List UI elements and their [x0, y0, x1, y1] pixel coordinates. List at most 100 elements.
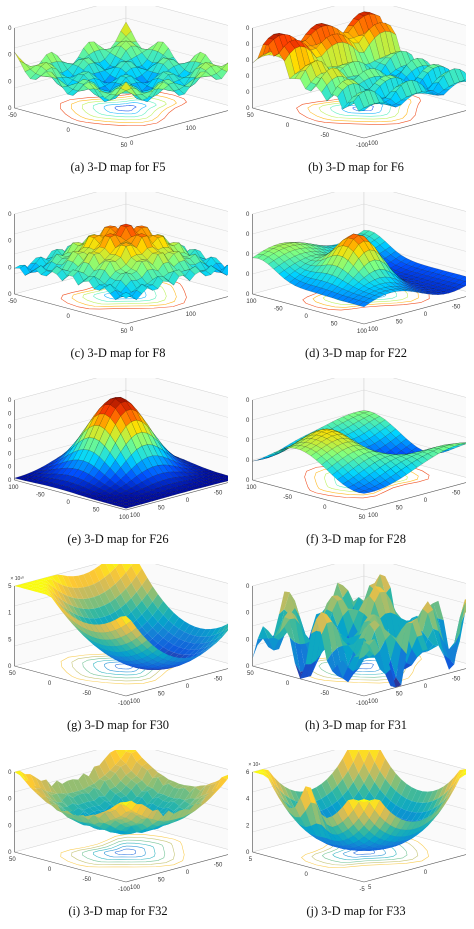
surface-facet: [348, 638, 359, 652]
surface-facet: [443, 783, 455, 801]
surface-facet: [168, 625, 180, 636]
surface-facet: [422, 813, 434, 826]
surface-facet: [157, 614, 169, 628]
contour-line: [114, 104, 137, 112]
grid-line: [14, 203, 228, 235]
surface-facet: [141, 577, 153, 594]
surface-facet: [72, 616, 84, 628]
surface-facet: [105, 564, 116, 573]
surface-facet: [348, 782, 359, 799]
surface-facet: [211, 637, 222, 647]
surface-facet: [41, 797, 52, 806]
y-axis-line: [125, 854, 228, 883]
surface-facet: [88, 630, 100, 640]
surface-facet: [83, 632, 95, 642]
x-axis-line: [252, 107, 365, 139]
surface-facet: [126, 631, 137, 642]
surface-facet: [110, 639, 121, 647]
surface-facet: [195, 796, 206, 805]
surface-facet: [126, 779, 137, 790]
surface-facet: [379, 847, 391, 850]
surface-facet: [374, 586, 386, 593]
surface-facet: [67, 803, 79, 812]
surface-facet: [411, 825, 423, 835]
surface-facet: [316, 836, 327, 844]
surface-facet: [395, 819, 407, 830]
surface-facet: [126, 582, 137, 599]
contour-floor: [60, 91, 187, 126]
y-tick-label: 50: [396, 692, 403, 698]
surface-facet: [56, 596, 68, 610]
y-tick-label: 0: [424, 312, 428, 318]
surface-facet: [179, 801, 190, 810]
surface-facet: [364, 846, 375, 850]
surface-facet: [438, 618, 449, 651]
z-tick-label: 600: [246, 106, 250, 112]
surface-facet: [406, 787, 418, 801]
surface-facet: [115, 564, 126, 579]
surface-facet: [115, 627, 126, 638]
surface-facet: [157, 664, 169, 668]
surface-facet: [332, 785, 343, 801]
surface-facet: [342, 645, 354, 665]
surface-facet: [56, 590, 68, 604]
surface-facet: [374, 848, 386, 851]
surface-facet: [369, 761, 380, 782]
surface-facet: [120, 751, 132, 764]
surface-facet: [94, 822, 105, 828]
surface-facet: [72, 790, 84, 795]
surface-facet: [200, 629, 211, 637]
surface-facet: [300, 824, 311, 835]
surface-facet: [211, 631, 222, 642]
x-tick-label: 50: [247, 671, 254, 677]
surface-facet: [88, 635, 100, 644]
surface-facet: [449, 770, 460, 790]
surface-facet: [279, 591, 290, 615]
surface-facet: [200, 792, 211, 799]
surface-mesh: [252, 750, 466, 851]
x-tick-label: 50: [121, 329, 128, 335]
surface-facet: [465, 771, 466, 773]
x-tick-label: 0: [67, 314, 71, 320]
panel-b: 1600140012001000800600500-50-1001000 (b)…: [246, 6, 466, 182]
surface-facet: [358, 490, 370, 494]
surface-facet: [353, 622, 364, 637]
surface-facet: [94, 812, 105, 819]
surface-facet: [30, 588, 41, 592]
surface-facet: [189, 654, 201, 661]
surface-facet: [364, 831, 375, 841]
surface-facet: [94, 645, 105, 654]
surface-facet: [131, 812, 142, 816]
surface-facet: [316, 798, 327, 811]
surface-facet: [438, 631, 449, 659]
z-tick-label: 800: [8, 292, 12, 298]
surface-facet: [284, 786, 295, 801]
surface-facet: [305, 825, 317, 836]
surface-facet: [62, 593, 73, 607]
surface-facet: [67, 576, 79, 588]
surface-facet: [152, 656, 164, 663]
surface-facet: [369, 782, 380, 799]
surface-facet: [252, 770, 263, 774]
surface-facet: [83, 598, 95, 610]
surface-mesh: [14, 21, 228, 102]
y-tick-label: -50: [452, 677, 461, 683]
surface-facet: [99, 811, 111, 814]
surface-facet: [310, 630, 322, 665]
surface-facet: [179, 660, 190, 665]
surface-facet: [395, 647, 407, 686]
surface-facet: [141, 817, 153, 828]
x-tick-label: -100: [246, 485, 257, 491]
surface-plot-d: 40003500300025002000-100-50050100100500-…: [246, 192, 466, 335]
surface-facet: [205, 634, 217, 643]
surface-facet: [141, 762, 153, 771]
surface-facet: [401, 623, 412, 655]
surface-facet: [168, 787, 180, 799]
surface-facet: [157, 667, 169, 670]
surface-facet: [305, 630, 317, 665]
surface-facet: [369, 653, 380, 670]
z-tick-label: 0: [246, 850, 250, 856]
surface-facet: [332, 812, 343, 826]
